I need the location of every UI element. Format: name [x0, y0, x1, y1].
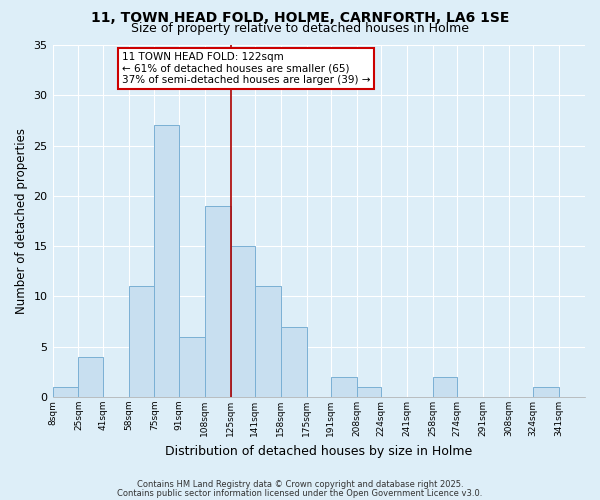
Y-axis label: Number of detached properties: Number of detached properties [15, 128, 28, 314]
Text: Contains HM Land Registry data © Crown copyright and database right 2025.: Contains HM Land Registry data © Crown c… [137, 480, 463, 489]
Text: 11, TOWN HEAD FOLD, HOLME, CARNFORTH, LA6 1SE: 11, TOWN HEAD FOLD, HOLME, CARNFORTH, LA… [91, 11, 509, 25]
Bar [281, 326, 307, 397]
Bar [331, 377, 357, 397]
Bar [230, 246, 255, 397]
Bar [255, 286, 281, 397]
Bar [79, 357, 103, 397]
Bar [128, 286, 154, 397]
Bar [433, 377, 457, 397]
Text: Contains public sector information licensed under the Open Government Licence v3: Contains public sector information licen… [118, 488, 482, 498]
Bar [154, 126, 179, 397]
Bar [533, 387, 559, 397]
X-axis label: Distribution of detached houses by size in Holme: Distribution of detached houses by size … [165, 444, 472, 458]
Bar [53, 387, 79, 397]
Bar [357, 387, 381, 397]
Bar [205, 206, 230, 397]
Text: Size of property relative to detached houses in Holme: Size of property relative to detached ho… [131, 22, 469, 35]
Bar [179, 336, 205, 397]
Text: 11 TOWN HEAD FOLD: 122sqm
← 61% of detached houses are smaller (65)
37% of semi-: 11 TOWN HEAD FOLD: 122sqm ← 61% of detac… [122, 52, 370, 85]
